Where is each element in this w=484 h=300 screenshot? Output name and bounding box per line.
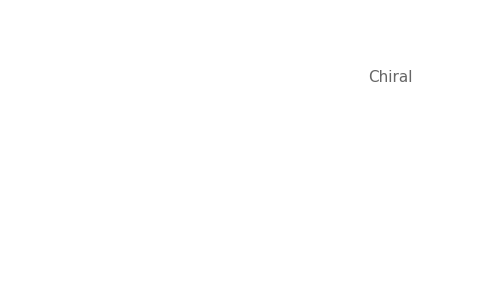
Text: Chiral: Chiral [368,70,413,85]
